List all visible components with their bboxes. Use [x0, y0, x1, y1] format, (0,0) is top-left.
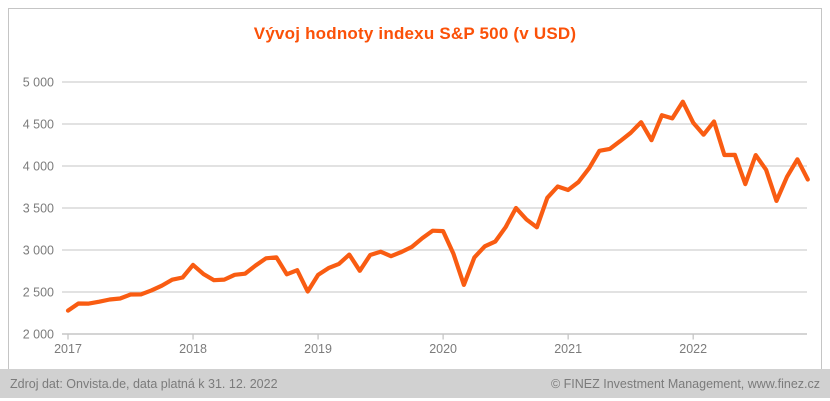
y-axis-tick-label: 3 000 [23, 244, 54, 258]
x-axis-tick-label: 2020 [429, 342, 457, 356]
y-axis-tick-label: 4 000 [23, 160, 54, 174]
x-axis-tick-label: 2019 [304, 342, 332, 356]
footer-copyright-text: © FINEZ Investment Management, www.finez… [550, 376, 820, 391]
y-axis-tick-label: 5 000 [23, 76, 54, 90]
y-axis-tick-label: 4 500 [23, 118, 54, 132]
y-axis-tick-label: 2 500 [23, 286, 54, 300]
chart-card [8, 8, 822, 369]
y-axis-tick-label: 2 000 [23, 328, 54, 342]
x-axis-tick-label: 2018 [179, 342, 207, 356]
y-axis-tick-label: 3 500 [23, 202, 54, 216]
footer-bar: Zdroj dat: Onvista.de, data platná k 31.… [0, 369, 830, 398]
x-axis-tick-label: 2021 [554, 342, 582, 356]
sp500-price-line [65, 99, 810, 313]
chart-title: Vývoj hodnoty indexu S&P 500 (v USD) [253, 24, 577, 43]
x-axis-tick-label: 2022 [679, 342, 707, 356]
x-axis-tick-label: 2017 [54, 342, 82, 356]
footer-source-text: Zdroj dat: Onvista.de, data platná k 31.… [10, 376, 278, 391]
